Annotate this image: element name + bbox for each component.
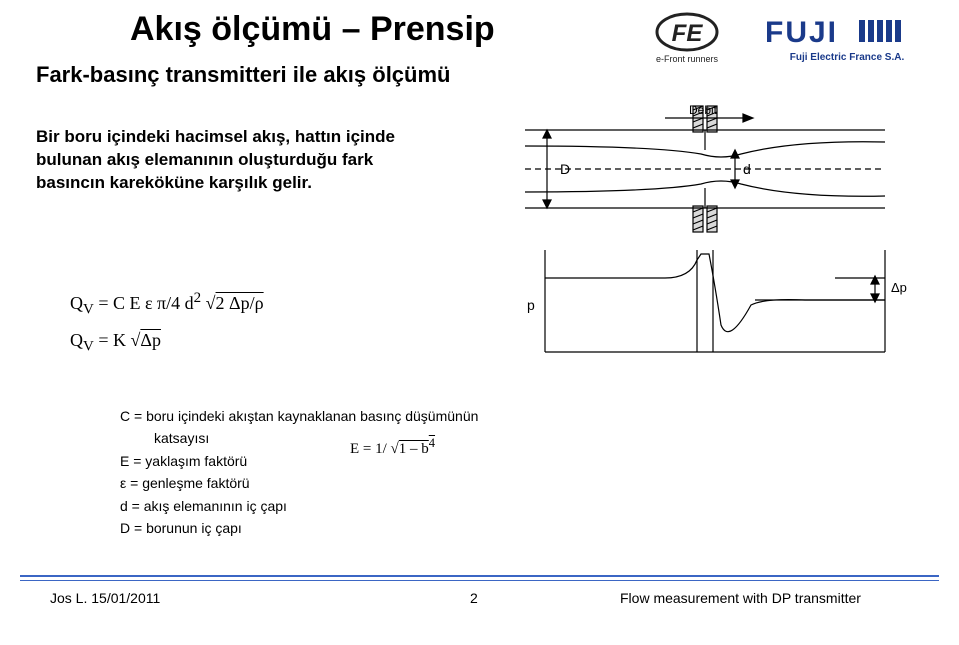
footer-page-number: 2 <box>470 590 478 606</box>
approach-eq-lead: E = 1/ √ <box>350 441 399 457</box>
eq1-q: Q <box>70 293 83 313</box>
legend-row-c1: C = boru içindeki akıştan kaynaklanan ba… <box>120 405 478 427</box>
diagram-label-p: p <box>527 297 535 313</box>
eq2-radicand: Δp <box>140 330 161 350</box>
eq1-mid: = C E ε π/4 d <box>94 293 194 313</box>
footer-author: Jos L. 15/01/2011 <box>50 590 160 606</box>
diagram-label-debit: Débit <box>689 103 718 117</box>
eq2-v: V <box>83 339 94 355</box>
approach-eq-exp: 4 <box>429 436 435 450</box>
equation-qv1: QV = C E ε π/4 d2 √2 Δp/ρ <box>70 290 264 319</box>
eq2-q: Q <box>70 330 83 350</box>
fe-logo-text: FE <box>672 20 704 47</box>
eq1-v: V <box>83 302 94 318</box>
diagram-label-D: D <box>560 161 570 177</box>
brand-logos: FE e-Front runners FUJI Fuji Electric Fr… <box>589 10 939 70</box>
approach-eq: E = 1/ √1 – b4 <box>350 436 435 458</box>
fe-logo: FE e-Front runners <box>656 14 719 64</box>
legend-row-dup: D = borunun iç çapı <box>120 517 478 539</box>
eq1-sqrt: √ <box>201 293 215 313</box>
diagram-label-dp: Δp <box>891 280 907 295</box>
fuji-logo-text: FUJI <box>765 16 838 49</box>
footer-rule-thick <box>20 575 939 577</box>
fuji-subtitle: Fuji Electric France S.A. <box>790 52 905 63</box>
legend-row-dlow: d = akış elemanının iç çapı <box>120 495 478 517</box>
flow-diagram: Débit D d p <box>505 100 920 364</box>
page-subtitle: Fark-basınç transmitteri ile akış ölçümü <box>36 62 450 88</box>
approach-eq-rad: 1 – b <box>399 441 429 457</box>
symbol-legend: C = boru içindeki akıştan kaynaklanan ba… <box>120 405 478 539</box>
eq1-radicand: 2 Δp/ρ <box>216 293 264 313</box>
eq2-mid: = K √ <box>94 330 141 350</box>
legend-row-eps: ε = genleşme faktörü <box>120 472 478 494</box>
equation-qv2: QV = K √Δp <box>70 330 161 356</box>
page-title: Akış ölçümü – Prensip <box>130 10 495 49</box>
footer-topic: Flow measurement with DP transmitter <box>620 590 861 606</box>
footer-rule-thin <box>20 580 939 581</box>
diagram-label-d: d <box>743 161 751 177</box>
fuji-logo: FUJI Fuji Electric France S.A. <box>759 16 929 63</box>
fe-tagline: e-Front runners <box>656 54 719 64</box>
body-paragraph: Bir boru içindeki hacimsel akış, hattın … <box>36 126 395 195</box>
slide: FE e-Front runners FUJI Fuji Electric Fr… <box>0 0 959 645</box>
